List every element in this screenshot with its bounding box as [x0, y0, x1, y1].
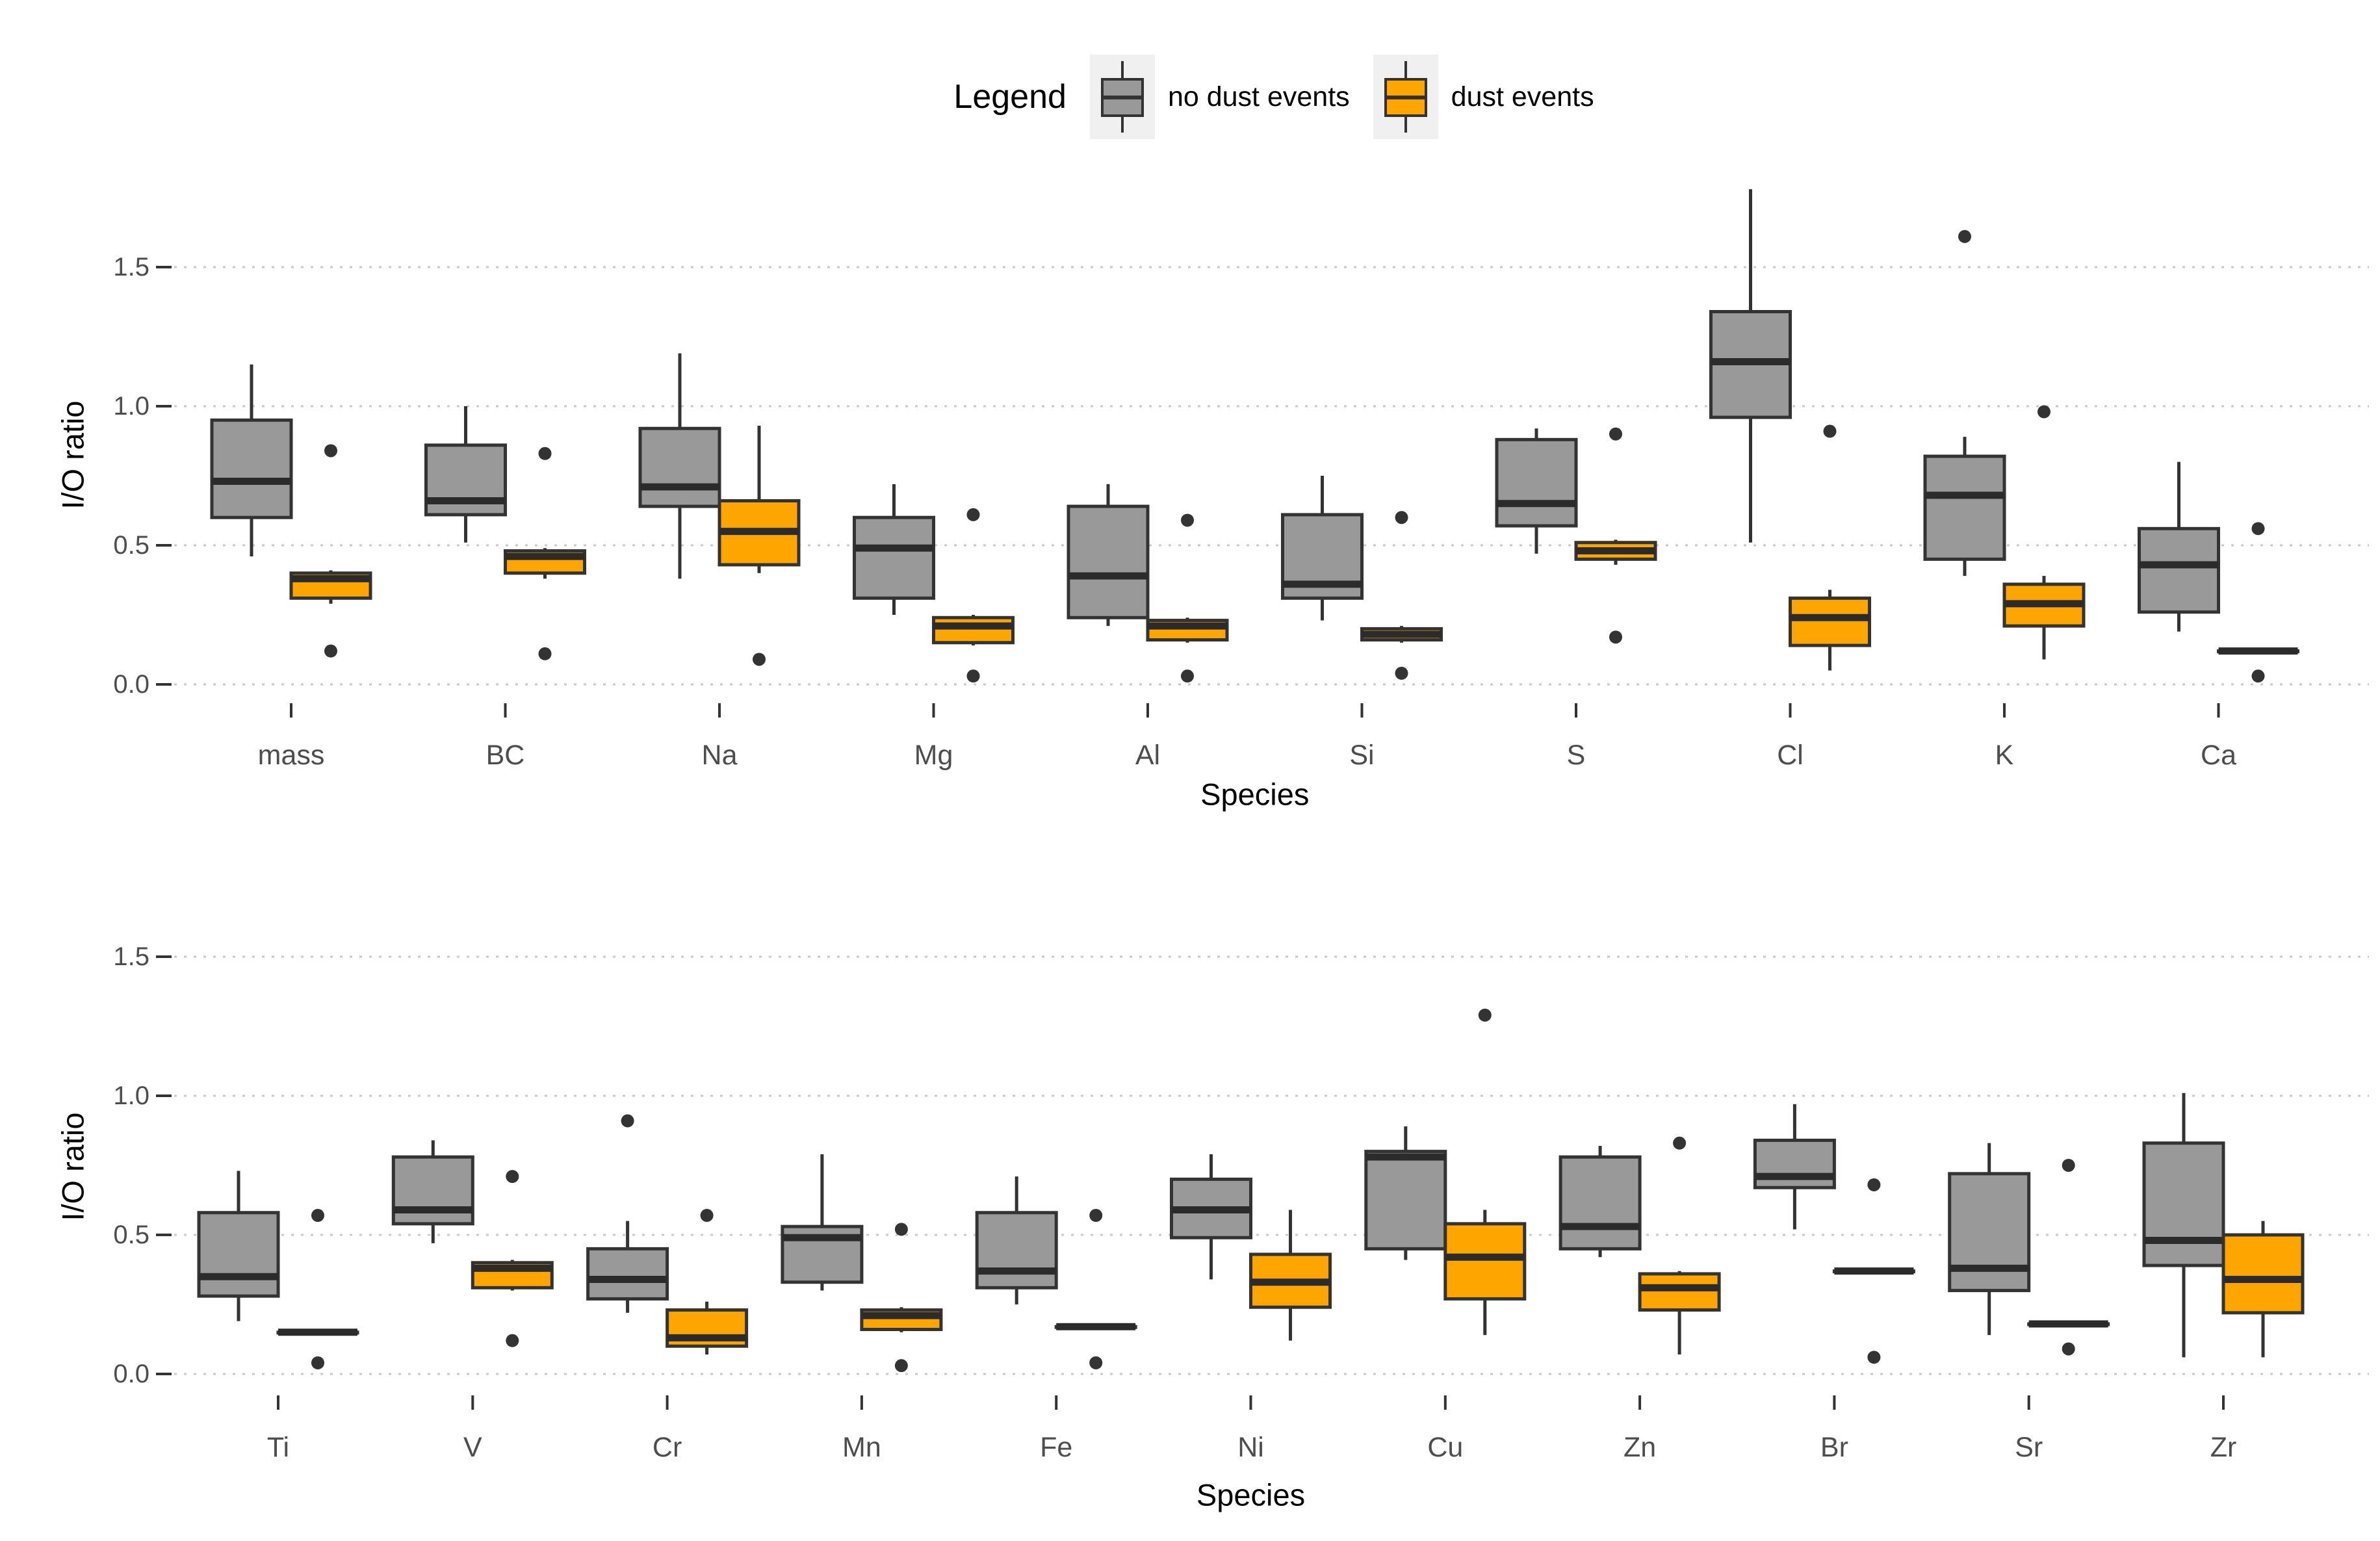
box-bottom-Zn-no-dust [1559, 1155, 1642, 1250]
x-tick-label: Ti [267, 1432, 289, 1463]
outlier-point-bottom-Fe-dust [1089, 1356, 1103, 1369]
outlier-point-bottom-Ti-dust [311, 1209, 324, 1223]
x-tick-label: Ni [1237, 1432, 1264, 1463]
box-bottom-Fe-no-dust [975, 1211, 1058, 1289]
box-top-Mg-dust [932, 615, 1015, 645]
x-tick-label: mass [258, 740, 325, 771]
outlier-point-top-Cl-dust [1823, 424, 1837, 438]
x-tick-label: Ca [2201, 740, 2236, 771]
box-bottom-Cr-no-dust [586, 1247, 669, 1301]
legend-label-dust: dust events [1451, 81, 1594, 112]
legend-label-no-dust: no dust events [1167, 81, 1350, 112]
outlier-point-bottom-Ti-dust [311, 1356, 324, 1369]
y-tick-label: 0.0 [113, 1360, 149, 1388]
legend: Legend no dust events dust events [175, 55, 2372, 139]
outlier-point-bottom-Cr-no-dust [621, 1114, 634, 1128]
outlier-point-bottom-Zn-dust [1673, 1136, 1687, 1150]
outlier-point-top-K-dust [2037, 405, 2050, 419]
outlier-point-bottom-Sr-dust [2062, 1159, 2075, 1172]
x-tick-label: Br [1820, 1432, 1848, 1463]
y-tick-label: 0.5 [113, 531, 149, 560]
x-tick-label: Al [1135, 740, 1160, 771]
outlier-point-bottom-Cr-dust [700, 1209, 714, 1223]
legend-item-dust: dust events [1373, 55, 1594, 139]
outlier-point-top-Al-dust [1181, 669, 1194, 683]
x-tick-label: Fe [1040, 1432, 1072, 1463]
box-top-mass-no-dust [210, 418, 293, 519]
box-top-Cl-dust [1789, 596, 1871, 647]
boxplot-key-icon [1089, 55, 1155, 139]
box-top-Na-no-dust [638, 426, 721, 508]
y-axis-title: I/O ratio [56, 1112, 90, 1221]
x-tick-label: Mn [842, 1432, 881, 1463]
outlier-point-bottom-Cu-dust [1478, 1008, 1492, 1022]
outlier-point-top-Ca-dust [2251, 669, 2265, 683]
box-bottom-V-no-dust [391, 1155, 474, 1226]
boxplot-key-icon [1373, 55, 1438, 139]
outlier-point-bottom-Mn-dust [894, 1359, 908, 1373]
x-tick-label: Cr [653, 1432, 682, 1463]
y-tick-label: 0.5 [113, 1221, 149, 1249]
x-tick-label: BC [486, 740, 525, 771]
box-top-S-no-dust [1495, 437, 1578, 528]
x-tick-label: Zr [2210, 1432, 2237, 1463]
outlier-point-top-Al-dust [1181, 513, 1194, 527]
box-top-Mg-no-dust [853, 515, 935, 600]
x-tick-label: V [463, 1432, 482, 1463]
outlier-point-bottom-V-dust [506, 1334, 519, 1347]
outlier-point-top-Si-dust [1395, 511, 1408, 524]
x-tick-label: Zn [1623, 1432, 1656, 1463]
x-tick-label: Cu [1427, 1432, 1463, 1463]
box-bottom-Br-no-dust [1753, 1138, 1836, 1189]
box-bottom-Ti-no-dust [197, 1211, 280, 1298]
outlier-point-top-mass-dust [324, 444, 337, 458]
x-tick-label: Mg [914, 740, 953, 771]
box-bottom-Cu-no-dust [1364, 1150, 1447, 1250]
outlier-point-bottom-Br-dust [1867, 1178, 1881, 1191]
outlier-point-top-Mg-dust [966, 508, 980, 521]
outlier-point-bottom-Br-dust [1867, 1351, 1881, 1364]
outlier-point-top-Na-dust [753, 653, 766, 666]
y-tick-label: 1.0 [113, 1081, 149, 1110]
box-bottom-Cu-dust [1443, 1222, 1527, 1301]
x-axis-title: Species [1200, 777, 1309, 812]
legend-item-no-dust: no dust events [1089, 55, 1350, 139]
outlier-point-top-Mg-dust [966, 669, 980, 683]
x-tick-label: S [1567, 740, 1586, 771]
box-top-K-no-dust [1923, 454, 2006, 561]
outlier-point-top-Si-dust [1395, 666, 1408, 680]
outlier-point-bottom-Mn-dust [894, 1223, 908, 1236]
x-tick-label: Si [1349, 740, 1374, 771]
outlier-point-bottom-V-dust [506, 1170, 519, 1184]
y-tick-label: 0.0 [113, 670, 149, 699]
y-tick-label: 1.5 [113, 253, 149, 281]
outlier-point-bottom-Sr-dust [2062, 1342, 2075, 1356]
box-top-Al-no-dust [1067, 504, 1150, 619]
outlier-point-top-Ca-dust [2251, 522, 2265, 536]
x-tick-label: Sr [2015, 1432, 2043, 1463]
y-tick-label: 1.0 [113, 392, 149, 421]
legend-title: Legend [953, 78, 1067, 116]
box-bottom-Zr-no-dust [2142, 1141, 2225, 1267]
y-axis-title: I/O ratio [56, 400, 90, 509]
outlier-point-top-S-dust [1609, 630, 1622, 644]
box-bottom-Zn-dust [1638, 1272, 1721, 1312]
outlier-point-top-BC-dust [538, 447, 552, 460]
x-tick-label: K [1995, 740, 2014, 771]
outlier-point-top-S-dust [1609, 427, 1622, 441]
y-tick-label: 1.5 [113, 942, 149, 971]
x-tick-label: Cl [1777, 740, 1804, 771]
outlier-point-top-BC-dust [538, 647, 552, 660]
outlier-point-top-K-no-dust [1958, 229, 1971, 243]
box-bottom-Zr-dust [2221, 1233, 2305, 1315]
box-top-Ca-no-dust [2138, 526, 2220, 614]
outlier-point-bottom-Fe-dust [1089, 1209, 1103, 1223]
outlier-point-top-mass-dust [324, 644, 337, 658]
x-tick-label: Na [702, 740, 738, 771]
box-bottom-Sr-no-dust [1948, 1172, 2031, 1293]
x-axis-title: Species [1196, 1478, 1305, 1512]
